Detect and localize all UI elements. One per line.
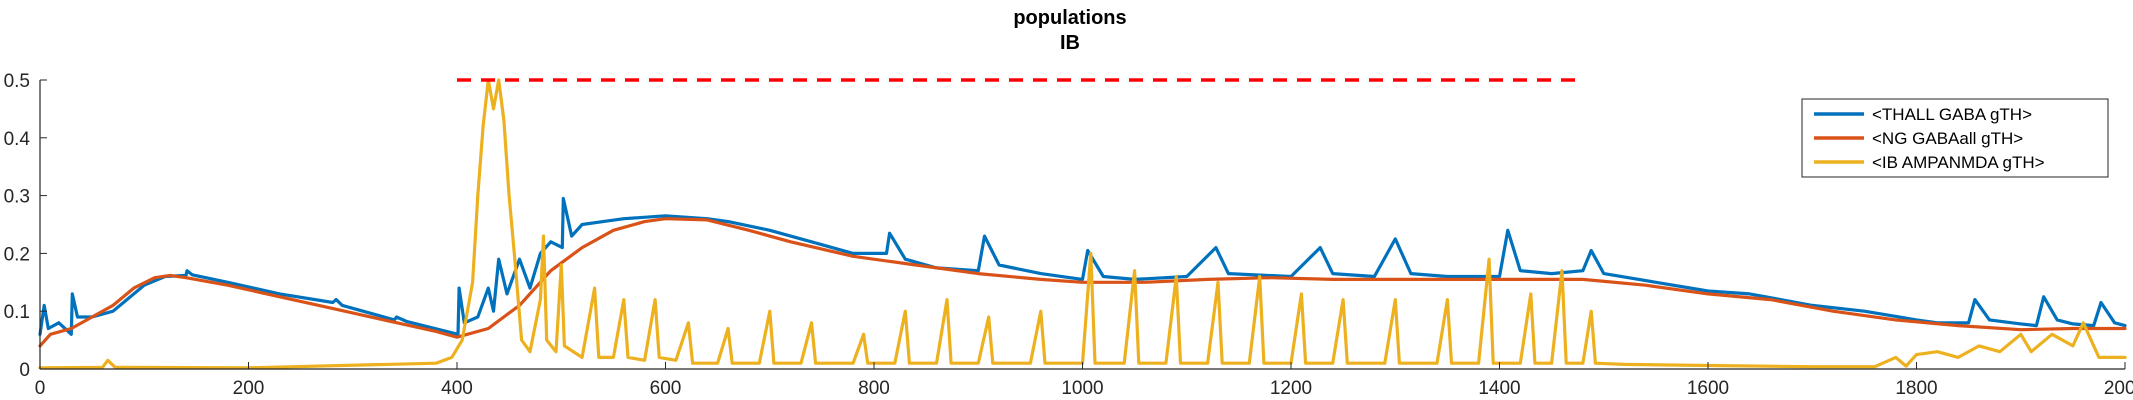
y-tick-label: 0: [19, 360, 30, 381]
x-tick-label: 1200: [1270, 378, 1312, 399]
x-tick-label: 600: [650, 378, 682, 399]
y-axis: 0 0.1 0.2 0.3 0.4 0.5: [4, 71, 47, 381]
x-tick-label: 1600: [1687, 378, 1729, 399]
plot-area: [38, 78, 2127, 370]
legend-label-2: <NG GABAall gTH>: [1872, 129, 2023, 148]
chart-title: populations: [1013, 7, 1126, 29]
y-tick-label: 0.1: [4, 302, 30, 323]
y-tick-label: 0.2: [4, 244, 30, 265]
x-tick-label: 1800: [1895, 378, 1937, 399]
x-tick-label: 400: [441, 378, 473, 399]
series-line-2: [38, 217, 2127, 348]
y-tick-label: 0.5: [4, 71, 30, 92]
x-tick-label: 1000: [1061, 378, 1103, 399]
chart-subtitle: IB: [1060, 32, 1080, 54]
y-tick-label: 0.4: [4, 129, 31, 150]
y-tick-label: 0.3: [4, 187, 30, 208]
series-line-3: [38, 78, 2127, 370]
legend: <THALL GABA gTH> <NG GABAall gTH> <IB AMPA…: [1801, 98, 2109, 178]
x-tick-label: 1400: [1478, 378, 1520, 399]
x-tick-label: 200: [233, 378, 265, 399]
legend-label-1: <THALL GABA gTH>: [1872, 105, 2032, 124]
series-line-1: [38, 196, 2127, 336]
legend-label-3: <IB AMPANMDA gTH>: [1872, 153, 2045, 172]
x-tick-label: 0: [35, 378, 46, 399]
x-tick-label: 800: [858, 378, 890, 399]
